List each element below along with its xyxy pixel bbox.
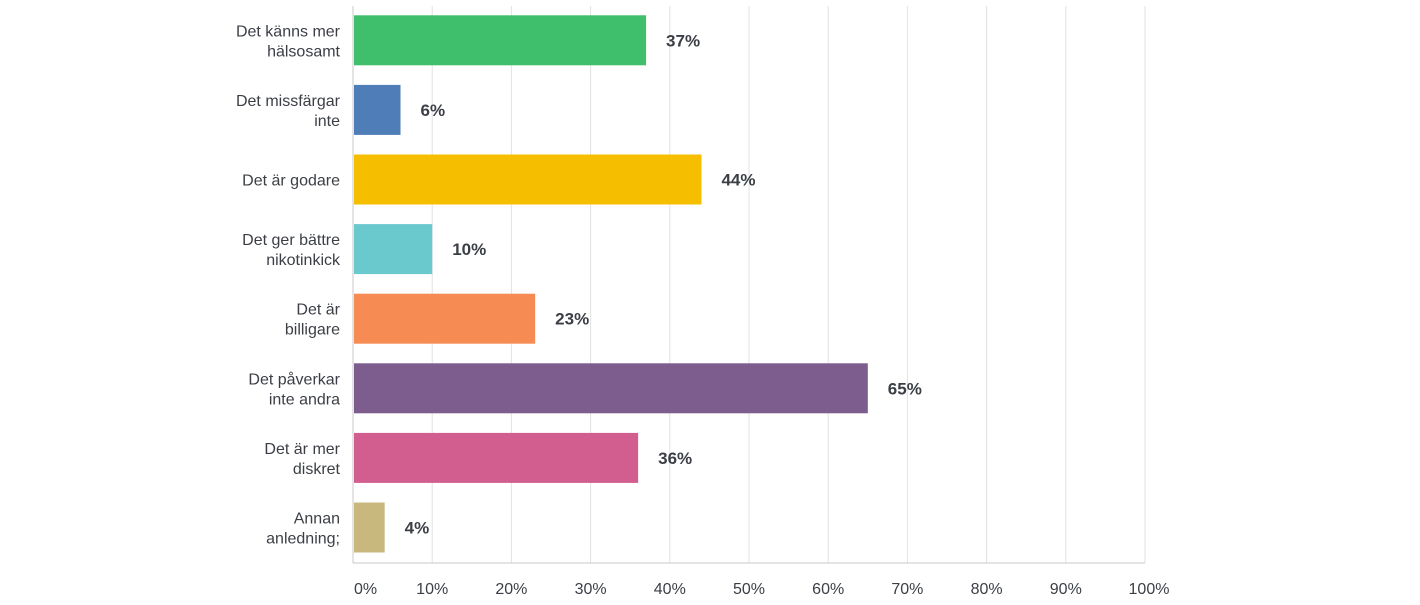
category-label: anledning; [266, 531, 340, 548]
value-label: 23% [555, 310, 589, 329]
bar [354, 432, 639, 483]
x-tick-label: 100% [1129, 581, 1170, 598]
value-label: 65% [888, 379, 922, 398]
category-label: nikotinkick [266, 252, 341, 269]
bar [354, 502, 385, 553]
category-label: Det är mer [264, 441, 340, 458]
category-label: Annan [294, 511, 340, 528]
bar [354, 363, 868, 414]
category-label: Det påverkar [248, 370, 340, 388]
x-tick-label: 60% [812, 581, 844, 598]
category-label: Det missfärgar [236, 93, 341, 110]
value-label: 44% [721, 171, 755, 190]
x-tick-label: 50% [733, 581, 765, 598]
value-label: 6% [421, 101, 446, 120]
value-label: 4% [405, 519, 430, 538]
x-tick-label: 90% [1050, 581, 1082, 598]
bar [354, 154, 702, 205]
category-label: diskret [293, 461, 341, 478]
x-tick-label: 40% [654, 581, 686, 598]
category-label: inte [314, 113, 340, 130]
category-label: Det är godare [242, 173, 340, 190]
x-tick-label: 80% [971, 581, 1003, 598]
value-label: 36% [658, 449, 692, 468]
value-label: 10% [452, 240, 486, 259]
x-tick-label: 30% [575, 581, 607, 598]
value-label: 37% [666, 31, 700, 50]
category-label: Det ger bättre [242, 232, 340, 249]
x-tick-label: 0% [354, 581, 377, 598]
x-tick-label: 10% [416, 581, 448, 598]
bar [354, 224, 433, 275]
bar [354, 84, 401, 135]
x-tick-label: 20% [495, 581, 527, 598]
category-label: inte andra [269, 391, 340, 408]
x-tick-label: 70% [891, 581, 923, 598]
category-label: billigare [285, 322, 340, 339]
category-label: hälsosamt [267, 43, 340, 60]
bar [354, 293, 536, 344]
category-label: Det är [296, 302, 340, 319]
category-label: Det känns mer [236, 23, 341, 40]
bar [354, 15, 647, 66]
